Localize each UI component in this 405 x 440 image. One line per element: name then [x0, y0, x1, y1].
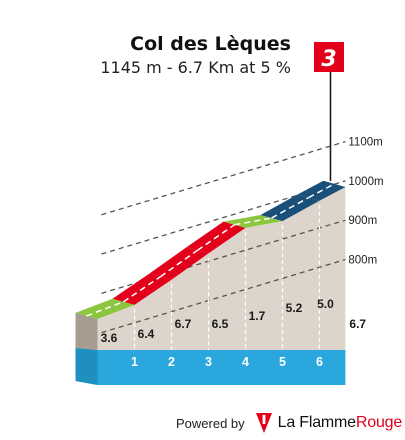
category-badge-number: 3 [321, 47, 336, 72]
altitude-gridline [101, 258, 346, 334]
profile-base-strip [75, 348, 346, 385]
climb-name: Col des Lèques [130, 33, 291, 55]
segment-centerline [308, 183, 335, 199]
category-badge [314, 42, 344, 72]
climb-stats: 1145 m - 6.7 Km at 5 % [100, 58, 291, 77]
altitude-label: 1100m [348, 137, 382, 149]
gradient-label: 5.0 [317, 297, 334, 311]
altitude-gridline [101, 219, 346, 294]
powered-by-text: Powered by [176, 415, 245, 431]
gradient-label: 3.6 [101, 331, 118, 345]
gradient-label: 1.7 [249, 309, 266, 323]
brand-name: La Flamme [277, 414, 356, 431]
gradient-label: 6.7 [175, 317, 192, 331]
km-marker-label: 3 [205, 355, 212, 369]
segment-centerline [160, 249, 198, 278]
altitude-label: 1000m [348, 176, 383, 188]
segment-centerline [271, 196, 309, 219]
total-distance-label: 6.7 [349, 317, 366, 331]
km-marker-label: 4 [242, 355, 249, 369]
km-marker-label: 1 [131, 355, 138, 369]
climb-profile-chart: 1100m 1000m 900m 800m 3.6 6.4 6.7 6.5 1.7 5.2 5.0 1… [75, 42, 384, 385]
segment-centerline [86, 301, 124, 317]
footer: Powered by La Flamme Rouge [176, 410, 402, 436]
altitude-label: 800m [348, 255, 377, 267]
altitude-label: 900m [348, 215, 377, 227]
profile-base-side [75, 348, 98, 385]
altitude-gridline [101, 180, 346, 255]
gradient-label: 6.4 [138, 327, 155, 341]
km-marker-label: 6 [316, 355, 323, 369]
gradient-label: 6.5 [212, 317, 229, 331]
terrain-face [97, 186, 346, 350]
flamme-rouge-logo-icon [255, 413, 272, 433]
km-marker-label: 2 [168, 355, 175, 369]
gradient-label: 5.2 [286, 301, 303, 315]
km-marker-label: 5 [279, 355, 286, 369]
brand-name-accent: Rouge [355, 414, 403, 431]
segment-centerline [123, 275, 161, 303]
segment-centerline [234, 217, 272, 226]
title-block: Col des Lèques 1145 m - 6.7 Km at 5 % [100, 31, 291, 79]
terrain-side [75, 312, 98, 350]
segment-centerline [197, 224, 235, 251]
altitude-gridline [101, 140, 346, 216]
